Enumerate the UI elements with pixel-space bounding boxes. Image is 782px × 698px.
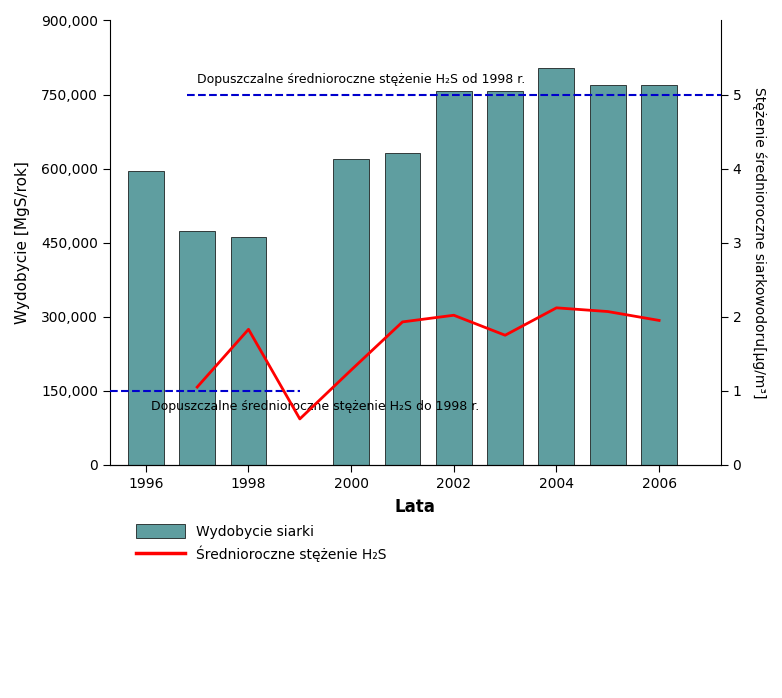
Bar — [487, 91, 523, 465]
Text: Dopuszczalne średnioroczne stężenie H₂S do 1998 r.: Dopuszczalne średnioroczne stężenie H₂S … — [151, 400, 479, 413]
Bar — [385, 153, 421, 465]
Bar — [590, 84, 626, 465]
Text: Dopuszczalne średnioroczne stężenie H₂S od 1998 r.: Dopuszczalne średnioroczne stężenie H₂S … — [197, 73, 526, 86]
Bar — [231, 237, 267, 465]
Y-axis label: Wydobycie [MgS/rok]: Wydobycie [MgS/rok] — [15, 161, 30, 324]
Bar — [436, 91, 472, 465]
Y-axis label: Stężenie średnioroczne siarkowodoru[μg/m³]: Stężenie średnioroczne siarkowodoru[μg/m… — [752, 87, 767, 399]
X-axis label: Lata: Lata — [395, 498, 436, 516]
Bar — [128, 170, 163, 465]
Bar — [539, 68, 575, 465]
Legend: Wydobycie siarki, Średnioroczne stężenie H₂S: Wydobycie siarki, Średnioroczne stężenie… — [129, 517, 393, 569]
Bar — [333, 158, 369, 465]
Bar — [641, 84, 677, 465]
Bar — [179, 231, 215, 465]
